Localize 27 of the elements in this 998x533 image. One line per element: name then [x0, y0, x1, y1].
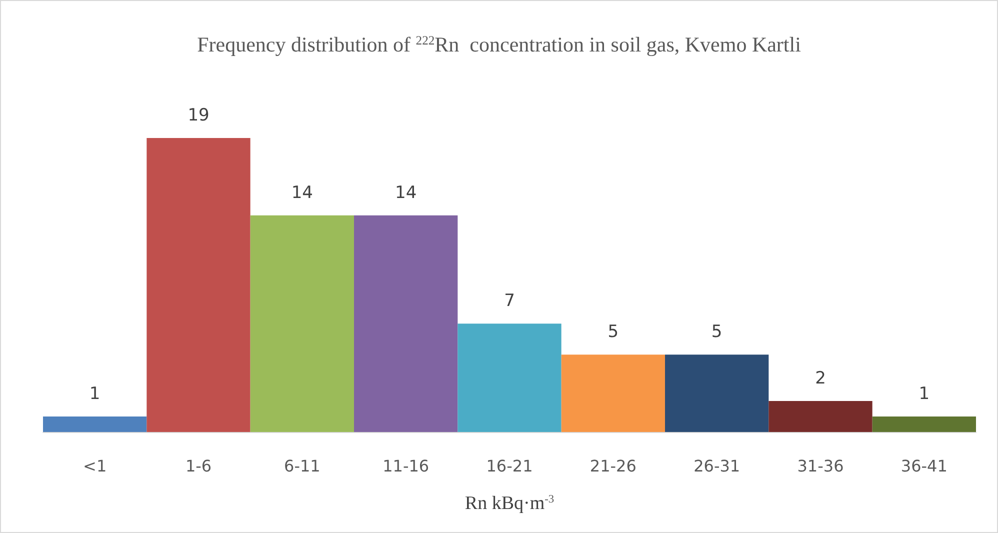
data-label: 19 — [188, 105, 210, 126]
x-tick-label: 6-11 — [284, 456, 320, 476]
bar — [561, 354, 665, 432]
bar — [43, 416, 147, 432]
bar — [146, 138, 250, 432]
bar — [458, 324, 562, 432]
x-tick-label: 31-36 — [797, 456, 844, 476]
data-label: 14 — [291, 182, 313, 203]
x-tick-label: 1-6 — [185, 456, 212, 476]
bar — [665, 354, 769, 432]
data-label: 5 — [711, 322, 722, 342]
x-tick-label: 26-31 — [694, 456, 740, 476]
x-tick-label: 16-21 — [486, 456, 533, 476]
data-label: 1 — [918, 384, 930, 404]
x-tick-label: 11-16 — [382, 456, 430, 476]
x-tick-label: <1 — [83, 456, 107, 476]
x-tick-label: 21-26 — [590, 456, 636, 476]
data-label: 2 — [815, 368, 826, 389]
data-label: 7 — [504, 291, 515, 312]
data-label: 1 — [89, 384, 100, 404]
bar — [768, 401, 872, 432]
bar — [354, 215, 458, 432]
x-tick-label: 36-41 — [900, 456, 948, 476]
data-label: 5 — [608, 322, 619, 342]
data-label: 14 — [395, 182, 417, 203]
bar — [250, 215, 354, 432]
bar — [872, 416, 976, 432]
